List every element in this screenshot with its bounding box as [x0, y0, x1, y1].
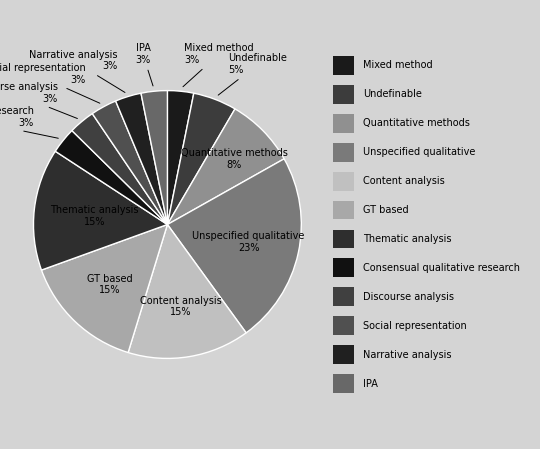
Wedge shape	[141, 91, 167, 224]
Text: Mixed method
3%: Mixed method 3%	[183, 43, 254, 87]
Text: Social representation
3%: Social representation 3%	[0, 63, 100, 103]
Wedge shape	[42, 224, 167, 352]
Text: Undefinable
5%: Undefinable 5%	[218, 53, 287, 95]
Text: Narrative analysis: Narrative analysis	[363, 350, 451, 360]
Text: Quantitative methods: Quantitative methods	[363, 118, 470, 128]
Wedge shape	[167, 91, 194, 224]
Wedge shape	[116, 93, 167, 224]
Text: IPA
3%: IPA 3%	[135, 43, 153, 86]
Text: Content analysis: Content analysis	[363, 176, 444, 186]
Text: Consensual qualitative research
3%: Consensual qualitative research 3%	[0, 106, 58, 138]
Bar	[333, 259, 354, 277]
Text: Narrative analysis
3%: Narrative analysis 3%	[29, 50, 125, 92]
Text: Undefinable: Undefinable	[363, 89, 422, 99]
Bar	[333, 114, 354, 133]
Bar	[333, 143, 354, 162]
Text: GT based: GT based	[363, 205, 408, 215]
Text: Content analysis
15%: Content analysis 15%	[140, 295, 222, 317]
Wedge shape	[167, 93, 235, 224]
Bar	[333, 229, 354, 248]
Text: Consensual qualitative research: Consensual qualitative research	[363, 263, 520, 273]
Text: Social representation: Social representation	[363, 321, 467, 331]
Wedge shape	[167, 159, 301, 333]
Text: Thematic analysis
15%: Thematic analysis 15%	[50, 205, 138, 227]
Text: GT based
15%: GT based 15%	[87, 274, 133, 295]
Text: IPA: IPA	[363, 379, 378, 388]
Wedge shape	[33, 151, 167, 270]
Wedge shape	[167, 109, 284, 224]
Bar	[333, 287, 354, 306]
Text: Thematic analysis: Thematic analysis	[363, 234, 451, 244]
Text: Discourse analysis: Discourse analysis	[363, 292, 454, 302]
Bar	[333, 201, 354, 220]
Text: Mixed method: Mixed method	[363, 61, 433, 70]
Bar	[333, 374, 354, 393]
Wedge shape	[92, 101, 167, 224]
Text: Discourse analysis
3%: Discourse analysis 3%	[0, 82, 77, 119]
Wedge shape	[55, 131, 167, 224]
Bar	[333, 56, 354, 75]
Bar	[333, 172, 354, 190]
Text: Quantitative methods
8%: Quantitative methods 8%	[181, 148, 288, 170]
Text: Unspecified qualitative
23%: Unspecified qualitative 23%	[192, 231, 305, 253]
Wedge shape	[128, 224, 246, 358]
Bar	[333, 85, 354, 104]
Bar	[333, 345, 354, 364]
Wedge shape	[72, 114, 167, 224]
Bar	[333, 316, 354, 335]
Text: Unspecified qualitative: Unspecified qualitative	[363, 147, 475, 157]
